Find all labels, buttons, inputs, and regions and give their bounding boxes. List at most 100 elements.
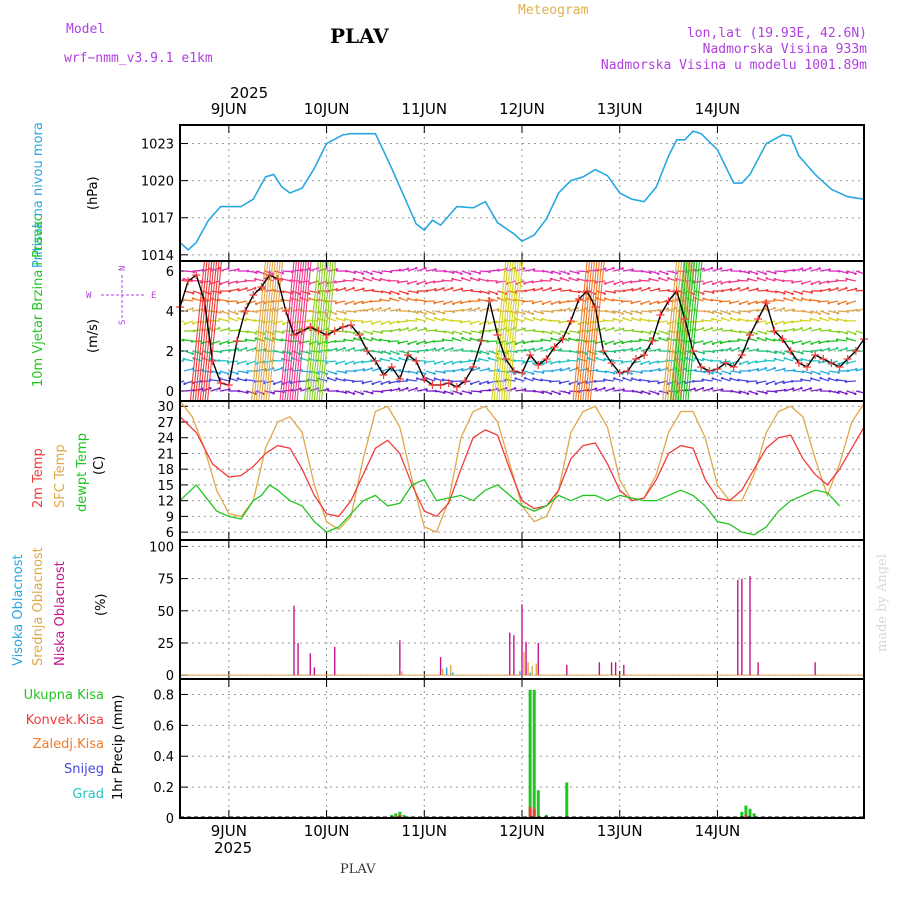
wind-arrow-head (550, 337, 553, 340)
wind-arrow (613, 388, 624, 392)
wind-arrow (542, 270, 552, 274)
wind-arrow-head (800, 357, 804, 361)
top-date-label: 11JUN (401, 100, 447, 118)
wind-arrow (747, 380, 758, 383)
wind-arrow-head (791, 341, 795, 345)
wind-speed-marker (632, 355, 640, 363)
wind-arrow (192, 308, 203, 312)
wind-arrow-head (244, 279, 248, 282)
wind-arrow-head (218, 317, 221, 321)
wind-arrow (551, 300, 561, 305)
precip-total-bar (752, 813, 756, 818)
wind-arrow-head (810, 342, 813, 345)
wind-gust-streak (279, 261, 295, 401)
cloud-mid-ylabel: Srednja Oblacnost (31, 547, 46, 666)
wind-arrow (434, 287, 444, 292)
wind-arrow-head (397, 292, 400, 296)
wind-arrow (354, 270, 363, 275)
wind-arrow (757, 367, 767, 372)
wind-arrow-head (424, 267, 427, 270)
wind-arrow (811, 280, 821, 285)
wind-arrow (425, 348, 436, 352)
wind-arrow-head (370, 367, 374, 370)
wind-arrow-head (452, 302, 455, 306)
wind-arrow-head (486, 352, 490, 355)
wind-arrow-head (496, 308, 500, 311)
wind-arrow (210, 370, 221, 374)
wind-arrow-head (836, 317, 839, 321)
wind-arrow (407, 387, 417, 392)
wind-arrow (846, 390, 856, 395)
wind-arrow-head (791, 387, 795, 391)
wind-arrow (282, 290, 292, 294)
wind-arrow (542, 360, 552, 365)
wind-arrow-head (174, 337, 177, 340)
wind-speed-marker (501, 355, 510, 363)
wind-arrow-head (362, 276, 366, 280)
wind-arrow-head (379, 277, 383, 281)
wind-arrow (228, 329, 239, 332)
wind-arrow (819, 268, 830, 272)
wind-arrow-head (612, 387, 615, 390)
wind-speed-marker (509, 367, 518, 375)
wind-arrow-head (783, 297, 786, 300)
wind-arrow-head (773, 357, 777, 361)
wind-arrow-head (459, 332, 463, 336)
wind-arrow-head (737, 317, 741, 321)
wind-arrow-head (460, 287, 464, 291)
wind-arrow (381, 270, 392, 273)
wind-arrow-head (576, 277, 580, 281)
wind-arrow (622, 360, 633, 363)
wind-arrow-head (227, 282, 231, 285)
wind-arrow-head (254, 302, 258, 306)
wind-arrow (641, 360, 651, 365)
wind-gust-streak (192, 261, 208, 401)
wind-arrow-head (728, 372, 732, 375)
wind-arrow (775, 368, 785, 372)
wind-arrow (551, 337, 561, 342)
wind-arrow-head (396, 380, 400, 383)
wind-arrow-head (755, 360, 758, 364)
wind-arrow (407, 310, 418, 314)
wind-gust-streak (684, 261, 701, 401)
wind-arrow-head (479, 322, 482, 326)
wind-arrow (183, 358, 194, 362)
wind-arrow-head (737, 346, 741, 350)
wind-arrow-head (612, 371, 616, 375)
top-date-label: 10JUN (304, 100, 350, 118)
wind-arrow-head (182, 277, 186, 281)
wind-arrow (784, 357, 794, 362)
wind-arrow-head (352, 331, 356, 335)
wind-arrow-head (613, 311, 616, 314)
wind-arrow-head (523, 316, 527, 320)
wind-arrow (819, 300, 830, 303)
wind-arrow-head (648, 271, 652, 274)
wind-arrow-head (522, 267, 526, 270)
wind-arrow-head (174, 277, 177, 280)
wind-arrow-head (478, 277, 481, 281)
wind-arrow (605, 340, 615, 345)
wind-arrow (416, 310, 426, 315)
wind-speed-marker (306, 323, 315, 331)
wind-arrow (739, 330, 749, 334)
wind-arrow-head (245, 317, 248, 321)
wind-arrow (246, 330, 256, 334)
wind-arrow (748, 278, 758, 282)
wind-speed-marker (835, 363, 844, 371)
wind-arrow (560, 289, 571, 292)
wind-arrow (712, 310, 722, 315)
wind-arrow-head (792, 296, 796, 300)
wind-speed-marker (241, 307, 250, 315)
wind-arrow-head (522, 312, 526, 315)
wind-arrow-head (783, 322, 786, 325)
wind-arrow-head (191, 291, 195, 295)
wind-arrow-head (702, 282, 706, 285)
wind-arrow-head (603, 386, 606, 390)
wind-arrow (515, 340, 525, 345)
wind-gust-streak (579, 261, 596, 401)
wind-arrow-head (477, 366, 481, 370)
wind-arrow (837, 338, 847, 342)
wind-arrow-head (729, 317, 733, 320)
wind-arrow (551, 390, 560, 395)
wind-arrow (416, 388, 427, 392)
